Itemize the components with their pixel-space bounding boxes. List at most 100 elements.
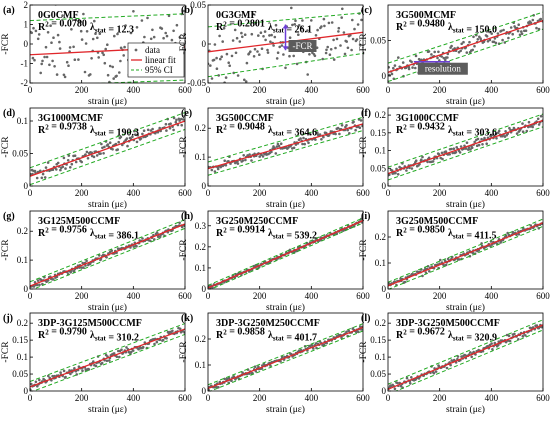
data-point <box>172 116 176 120</box>
data-point <box>32 285 36 288</box>
data-point <box>471 48 475 52</box>
plot-area <box>388 11 543 83</box>
data-point <box>232 71 235 75</box>
x-axis-label: strain (με) <box>446 199 485 210</box>
x-tick-label: 0 <box>386 393 391 403</box>
data-point <box>393 64 397 67</box>
data-point <box>250 32 254 36</box>
subplot-c: 0 200 400 600 0 0.05 strain (με) -FCR (c) 3G500MC… <box>359 4 550 107</box>
data-point <box>444 150 448 153</box>
ci-lower-line <box>30 128 185 186</box>
x-tick-label: 600 <box>178 188 192 198</box>
data-point <box>334 132 337 136</box>
data-point <box>224 163 228 167</box>
data-point <box>249 50 252 53</box>
x-axis-label: strain (με) <box>88 404 127 415</box>
r2-label: R2 = 0.9480 <box>396 19 445 34</box>
data-point <box>410 376 413 379</box>
data-point <box>58 47 62 50</box>
data-point <box>492 40 496 44</box>
data-point <box>142 129 146 132</box>
y-tick-label: 0.1 <box>195 152 206 162</box>
data-point <box>346 128 350 132</box>
data-point <box>97 56 100 59</box>
data-point <box>501 38 504 42</box>
data-point <box>165 129 168 132</box>
data-point <box>108 64 112 68</box>
data-point <box>112 352 116 355</box>
data-point <box>230 54 234 58</box>
lambda-label: λstat = 401.7 <box>268 330 317 344</box>
data-point <box>345 124 348 127</box>
data-point <box>140 19 144 22</box>
plot-area <box>208 323 363 391</box>
data-point <box>85 259 88 263</box>
x-tick-label: 600 <box>356 85 370 95</box>
data-point <box>71 86 74 89</box>
y-tick-label: 0.15 <box>370 128 386 138</box>
data-point <box>32 26 35 30</box>
data-point <box>46 161 50 164</box>
data-point <box>470 146 474 149</box>
data-point <box>180 123 183 127</box>
data-point <box>102 53 105 57</box>
y-tick-label: 0.05 <box>12 149 28 159</box>
data-point <box>92 360 95 363</box>
data-point <box>141 345 145 349</box>
data-point <box>100 142 103 146</box>
data-point <box>353 27 356 31</box>
x-tick-label: 600 <box>178 393 192 403</box>
x-tick-label: 0 <box>28 85 33 95</box>
data-point <box>56 33 60 37</box>
data-point <box>392 66 395 70</box>
data-point <box>540 325 543 329</box>
data-point <box>359 119 363 122</box>
data-point <box>45 55 49 59</box>
data-point <box>338 132 341 136</box>
subplot-i: 0 200 400 600 0 0.1 0.2 strain (με) -FCR (i) 3G250… <box>359 210 550 313</box>
x-tick-label: 200 <box>75 291 89 301</box>
data-point <box>273 35 277 39</box>
data-point <box>396 381 399 385</box>
data-point <box>257 34 260 37</box>
data-point <box>352 120 355 124</box>
ci-lower-line <box>32 333 185 391</box>
data-point <box>209 64 212 67</box>
y-axis-label: -FCR <box>359 239 369 261</box>
data-point <box>257 365 260 369</box>
plot-area <box>30 219 185 289</box>
data-point <box>238 13 242 17</box>
data-point <box>394 171 397 175</box>
data-point <box>266 48 269 52</box>
data-point <box>224 76 228 79</box>
data-point <box>39 71 42 75</box>
x-tick-label: 200 <box>253 85 267 95</box>
axes-frame <box>207 210 364 290</box>
axes-frame <box>29 210 186 290</box>
legend-data-marker <box>134 48 138 52</box>
data-point <box>450 44 453 48</box>
data-point <box>140 92 143 95</box>
data-point <box>515 132 519 135</box>
y-tick-label: 0 <box>382 386 387 396</box>
axes-frame <box>29 107 186 187</box>
data-point <box>51 168 55 171</box>
data-point <box>506 231 510 235</box>
data-point <box>61 14 64 17</box>
y-tick-label: 0 <box>382 71 387 81</box>
data-point <box>236 74 240 77</box>
data-point <box>470 355 474 359</box>
data-point <box>537 123 541 126</box>
data-point <box>279 142 283 145</box>
data-point <box>409 382 412 385</box>
data-point <box>527 120 531 124</box>
data-point <box>479 37 482 40</box>
subplot-title: 3G250M500CCMF <box>396 216 478 227</box>
x-axis-label: strain (με) <box>88 199 127 210</box>
data-point <box>53 65 56 68</box>
data-point <box>236 162 240 165</box>
data-point <box>468 40 471 44</box>
subplot-h: 0 200 400 600 0 0.1 0.2 0.3 strain (με) -FCR (h) 3G… <box>179 210 370 313</box>
data-point <box>104 47 107 51</box>
